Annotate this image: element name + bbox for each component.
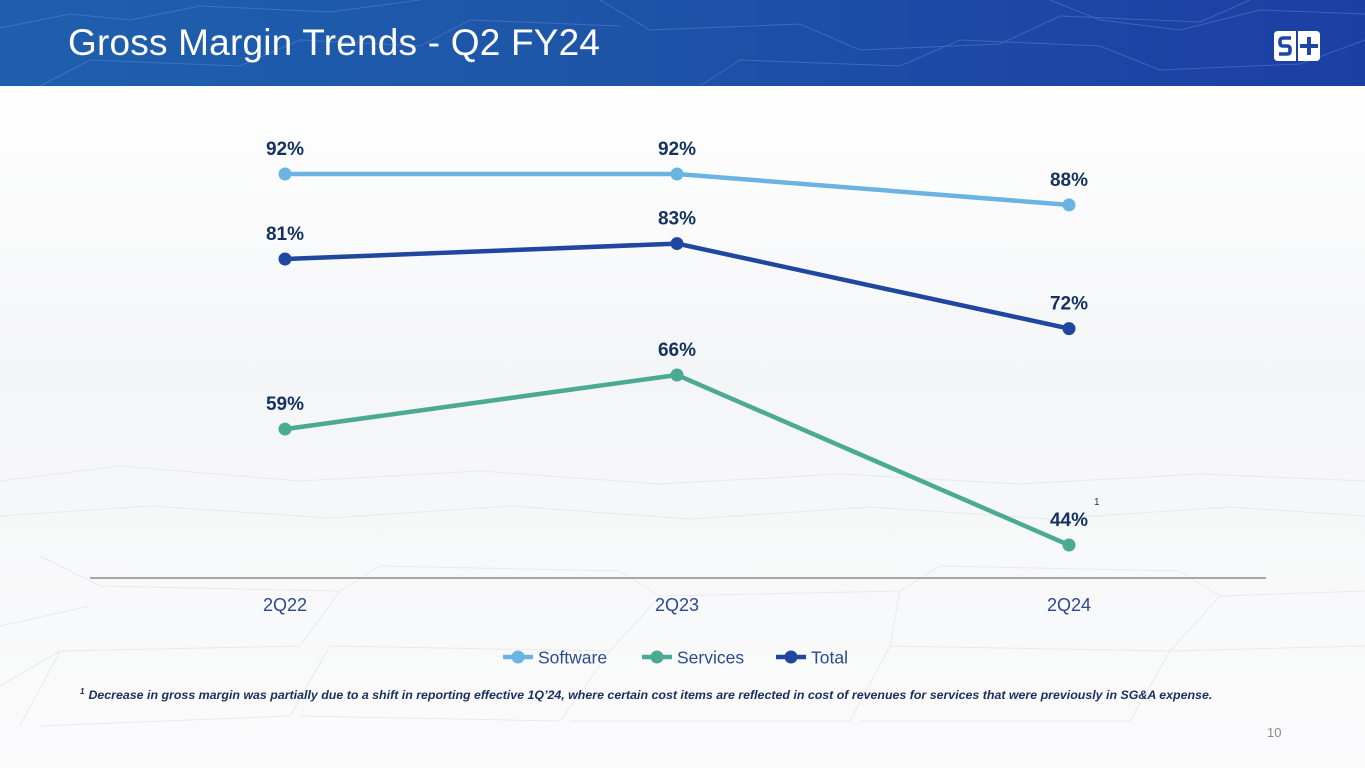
legend-item-software: Software (503, 648, 607, 668)
software-point-2q22 (278, 167, 292, 181)
x-tick-label-2q24: 2Q24 (1047, 595, 1091, 615)
software-point-2q24 (1062, 198, 1076, 212)
legend-swatch-marker (511, 650, 525, 664)
legend-item-total: Total (776, 648, 848, 668)
slide-title: Gross Margin Trends - Q2 FY24 (68, 22, 601, 63)
legend-swatch-marker (650, 650, 664, 664)
footnote: 1 Decrease in gross margin was partially … (80, 687, 1212, 702)
footnote-marker: 1 (80, 687, 85, 696)
services-data-label-2q22: 59% (266, 394, 304, 415)
services-data-label-2q23: 66% (658, 340, 696, 361)
services-point-2q22 (278, 422, 292, 436)
legend-label: Total (811, 648, 848, 668)
total-data-label-2q22: 81% (266, 224, 304, 245)
footnote-text: Decrease in gross margin was partially d… (88, 688, 1213, 703)
company-logo (1274, 31, 1320, 61)
software-data-label-2q22: 92% (266, 139, 304, 160)
total-series-line (282, 241, 1072, 331)
services-data-label-2q24: 44% (1050, 510, 1088, 531)
x-tick-label-2q22: 2Q22 (263, 595, 307, 615)
legend-label: Software (538, 648, 607, 668)
x-tick-label-2q23: 2Q23 (655, 595, 699, 615)
total-point-2q22 (278, 252, 292, 266)
legend-label: Services (677, 648, 744, 668)
page-number: 10 (1267, 725, 1282, 740)
software-point-2q23 (670, 167, 684, 181)
services-series-line (282, 372, 1072, 548)
software-data-label-2q24: 88% (1050, 170, 1088, 191)
header-network-pattern (0, 0, 1365, 86)
services-point-2q23 (670, 368, 684, 382)
software-data-label-2q23: 92% (658, 139, 696, 160)
legend-item-services: Services (642, 648, 744, 668)
total-point-2q23 (670, 237, 684, 251)
legend-swatch-marker (784, 650, 798, 664)
total-data-label-2q24: 72% (1050, 294, 1088, 315)
services-point-2q24 (1062, 538, 1076, 552)
total-data-label-2q23: 83% (658, 209, 696, 230)
background-hex-pattern (0, 86, 1365, 768)
footnote-reference-marker: 1 (1094, 497, 1100, 508)
total-point-2q24 (1062, 322, 1076, 336)
slide-header: Gross Margin Trends - Q2 FY24 (0, 0, 1365, 86)
